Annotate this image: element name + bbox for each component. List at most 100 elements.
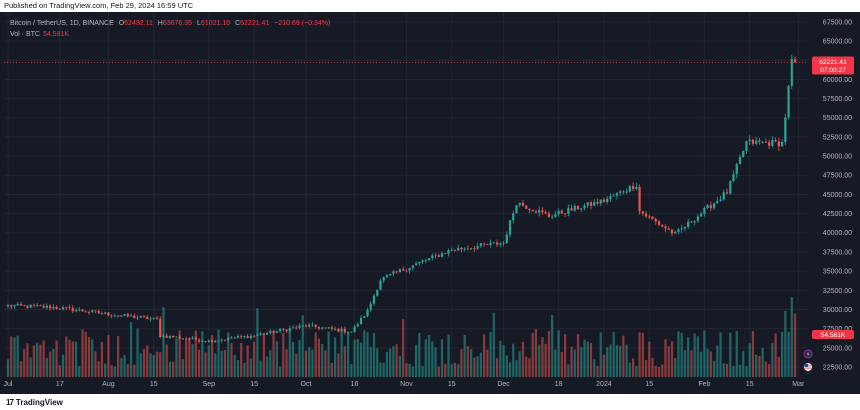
lightning-event-icon[interactable] (803, 349, 813, 359)
candle[interactable] (748, 135, 751, 145)
candle[interactable] (544, 209, 547, 215)
candle[interactable] (78, 307, 81, 312)
candle[interactable] (178, 334, 181, 340)
candle[interactable] (295, 325, 298, 330)
candle[interactable] (291, 325, 295, 329)
candle[interactable] (505, 231, 508, 244)
candle[interactable] (761, 140, 764, 144)
candle[interactable] (780, 139, 784, 147)
candle[interactable] (777, 138, 780, 152)
candle[interactable] (745, 140, 748, 155)
candle[interactable] (402, 266, 405, 272)
candle[interactable] (324, 327, 327, 329)
candle[interactable] (117, 315, 120, 318)
candle[interactable] (376, 289, 379, 298)
candle[interactable] (489, 239, 492, 248)
candle[interactable] (337, 327, 340, 333)
candle[interactable] (589, 200, 593, 210)
candle[interactable] (534, 209, 538, 214)
candle[interactable] (382, 276, 385, 284)
candle[interactable] (236, 334, 240, 339)
candle[interactable] (460, 246, 463, 253)
candle[interactable] (680, 224, 683, 233)
us-flag-event-icon[interactable] (804, 363, 812, 371)
candle[interactable] (19, 301, 23, 307)
candle[interactable] (418, 261, 421, 266)
candle[interactable] (42, 303, 45, 309)
candle[interactable] (58, 307, 61, 310)
candle[interactable] (596, 198, 599, 206)
candle[interactable] (385, 273, 389, 278)
candle[interactable] (214, 339, 217, 343)
candle[interactable] (408, 267, 411, 274)
candle[interactable] (508, 220, 512, 238)
candle[interactable] (65, 306, 68, 311)
candle[interactable] (185, 336, 188, 340)
candle[interactable] (674, 230, 677, 235)
candle[interactable] (531, 209, 534, 212)
candle[interactable] (32, 303, 36, 308)
candle[interactable] (521, 199, 525, 207)
candle[interactable] (463, 247, 466, 252)
candle[interactable] (431, 253, 434, 261)
candle[interactable] (91, 309, 94, 313)
candle[interactable] (379, 278, 382, 291)
candle[interactable] (159, 316, 162, 339)
candle[interactable] (703, 206, 706, 217)
candle[interactable] (74, 307, 78, 313)
candle[interactable] (278, 327, 282, 333)
candle[interactable] (541, 207, 544, 216)
candle[interactable] (110, 314, 113, 319)
candle[interactable] (343, 326, 346, 335)
candle[interactable] (113, 313, 116, 317)
candle[interactable] (787, 84, 790, 120)
candle[interactable] (758, 137, 761, 145)
candle[interactable] (483, 242, 486, 247)
candle[interactable] (567, 204, 570, 217)
candle[interactable] (317, 326, 321, 331)
candle[interactable] (311, 322, 314, 327)
candle[interactable] (457, 244, 460, 252)
candle[interactable] (732, 170, 735, 183)
candle[interactable] (615, 192, 619, 200)
candle[interactable] (424, 258, 427, 264)
candle[interactable] (308, 322, 311, 329)
candle[interactable] (661, 224, 664, 228)
candle[interactable] (327, 326, 330, 329)
candle[interactable] (738, 154, 742, 165)
candle[interactable] (87, 310, 91, 315)
candle[interactable] (696, 214, 699, 223)
candle[interactable] (729, 180, 732, 195)
candle[interactable] (149, 316, 152, 322)
candle[interactable] (123, 313, 126, 317)
candle[interactable] (751, 138, 755, 146)
candle[interactable] (262, 333, 265, 336)
candle[interactable] (560, 209, 563, 215)
candle[interactable] (256, 333, 259, 336)
candle[interactable] (414, 261, 418, 266)
candle[interactable] (453, 249, 457, 252)
candle[interactable] (369, 301, 372, 312)
candle[interactable] (372, 293, 376, 306)
candle[interactable] (622, 190, 625, 195)
candle[interactable] (94, 310, 97, 314)
candle[interactable] (100, 311, 104, 316)
candle[interactable] (152, 317, 155, 321)
candle[interactable] (470, 247, 473, 251)
candle[interactable] (716, 197, 719, 204)
candle[interactable] (538, 206, 541, 217)
candle[interactable] (392, 269, 395, 277)
candle[interactable] (23, 304, 26, 307)
candle[interactable] (632, 182, 635, 192)
candle[interactable] (693, 220, 696, 226)
candle[interactable] (6, 303, 10, 309)
candle[interactable] (107, 312, 110, 317)
candle[interactable] (16, 301, 19, 306)
candle[interactable] (709, 201, 712, 212)
candle[interactable] (243, 335, 246, 339)
candle[interactable] (227, 336, 230, 342)
candle[interactable] (580, 207, 583, 212)
candle[interactable] (774, 137, 777, 143)
candle[interactable] (551, 214, 554, 220)
candle[interactable] (39, 304, 42, 307)
